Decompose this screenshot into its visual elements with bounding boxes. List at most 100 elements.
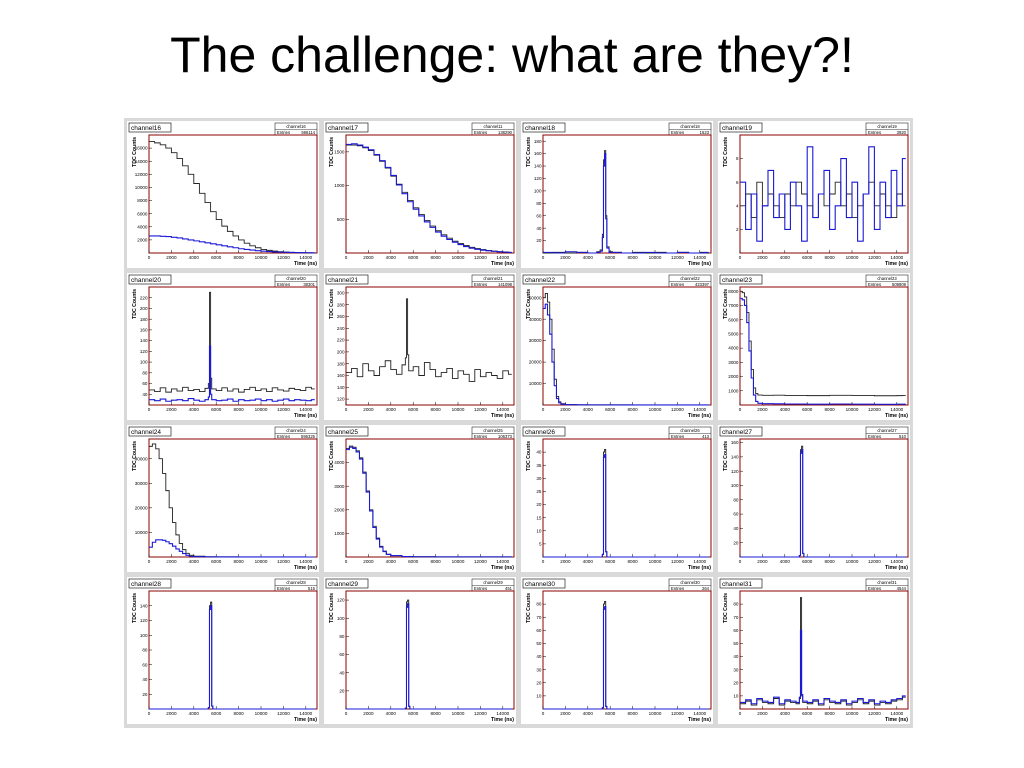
x-tick-label: 2000 [166,559,177,564]
x-tick-label: 0 [148,711,151,716]
x-tick-label: 0 [542,407,545,412]
y-tick-label: 2000 [728,374,739,379]
x-axis-title: Time (ns) [491,717,514,723]
y-tick-label: 10000 [135,530,148,535]
histogram-panel-channel23: channel23channel23Entries509809Mean5413R… [718,273,910,420]
y-tick-label: 140 [140,338,148,343]
stats-label: Entries [868,282,881,287]
x-tick-label: 0 [739,255,742,260]
histogram-grid-figure: channel16channel16Entries596114Mean3587R… [124,118,913,728]
y-tick-label: 25 [536,489,542,494]
panel-title: channel21 [328,277,358,284]
series-line [149,291,315,393]
x-tick-label: 14000 [693,255,706,260]
panel-title: channel29 [328,581,358,588]
y-axis-title: TDC Counts [329,593,335,623]
x-tick-label: 14000 [496,559,509,564]
y-tick-label: 70 [536,615,542,620]
x-axis-title: Time (ns) [491,413,514,419]
y-tick-label: 60 [142,381,148,386]
x-tick-label: 8000 [430,407,441,412]
stats-label: Entries [277,282,290,287]
x-tick-label: 2000 [757,711,768,716]
x-tick-label: 14000 [299,255,312,260]
x-tick-label: 4000 [189,255,200,260]
x-tick-label: 0 [148,407,151,412]
plot-frame [345,590,515,710]
plot-frame [739,438,909,558]
stats-value: 264 [702,586,710,591]
x-tick-label: 10000 [846,559,859,564]
panel-title: channel26 [525,429,555,436]
y-tick-label: 6000 [728,317,739,322]
x-tick-label: 8000 [824,407,835,412]
stats-value: 451 [505,586,513,591]
series-line [346,143,512,253]
y-tick-label: 2000 [137,237,148,242]
y-tick-label: 6000 [137,211,148,216]
stats-value: 141098 [498,282,513,287]
y-tick-label: 60 [536,213,542,218]
x-axis-title: Time (ns) [294,565,317,571]
x-tick-label: 2000 [166,255,177,260]
panel-title: channel19 [722,125,752,132]
x-tick-label: 10000 [452,407,465,412]
panel-title-box [522,426,566,437]
x-tick-label: 10000 [846,255,859,260]
stats-label: Entries [474,130,487,135]
stats-value: 4544 [897,586,907,591]
x-tick-label: 2000 [560,407,571,412]
stats-value: 509809 [892,282,907,287]
y-tick-label: 7000 [728,303,739,308]
x-tick-label: 8000 [233,407,244,412]
stats-name: channel27 [877,428,897,433]
x-tick-label: 10000 [255,255,268,260]
series-line [543,303,709,406]
series-line [740,297,906,405]
series-line [149,605,315,710]
x-tick-label: 4000 [189,407,200,412]
panel-title: channel27 [722,429,752,436]
x-tick-label: 8000 [233,711,244,716]
plot-frame [739,590,909,710]
x-tick-label: 4000 [583,559,594,564]
y-tick-label: 70 [733,615,739,620]
stats-name: channel16 [286,124,306,129]
histogram-panel-channel25: channel25channel25Entries106373Mean1196R… [324,425,516,572]
stats-label: Entries [868,586,881,591]
stats-label: Entries [671,130,684,135]
stats-label: Entries [474,282,487,287]
x-tick-label: 4000 [780,255,791,260]
y-tick-label: 160 [140,328,148,333]
x-tick-label: 8000 [627,407,638,412]
panel-title: channel20 [131,277,161,284]
y-tick-label: 60 [142,662,148,667]
panel-title: channel22 [525,277,555,284]
x-axis-title: Time (ns) [491,565,514,571]
panel-title-box [522,274,566,285]
y-tick-label: 40000 [135,456,148,461]
panel-title-box [325,578,369,589]
stats-name: channel22 [680,276,700,281]
stats-name: channel18 [680,124,700,129]
y-tick-label: 8 [736,156,739,161]
x-tick-label: 2000 [363,559,374,564]
histogram-panel-channel21: channel21channel21Entries141098Mean7379R… [324,273,516,420]
y-tick-label: 40 [536,654,542,659]
x-axis-title: Time (ns) [885,717,908,723]
x-tick-label: 2000 [560,711,571,716]
y-tick-label: 3000 [334,484,345,489]
y-tick-label: 20 [536,680,542,685]
stats-label: Entries [671,586,684,591]
x-tick-label: 10000 [649,559,662,564]
y-tick-label: 120 [534,176,542,181]
stats-value: 3920 [897,130,907,135]
series-line [543,454,709,558]
x-tick-label: 2000 [363,407,374,412]
x-tick-label: 14000 [299,407,312,412]
x-tick-label: 12000 [868,255,881,260]
y-axis-title: TDC Counts [526,441,532,471]
y-tick-label: 280 [337,302,345,307]
y-tick-label: 4 [736,203,739,208]
x-tick-label: 8000 [430,255,441,260]
